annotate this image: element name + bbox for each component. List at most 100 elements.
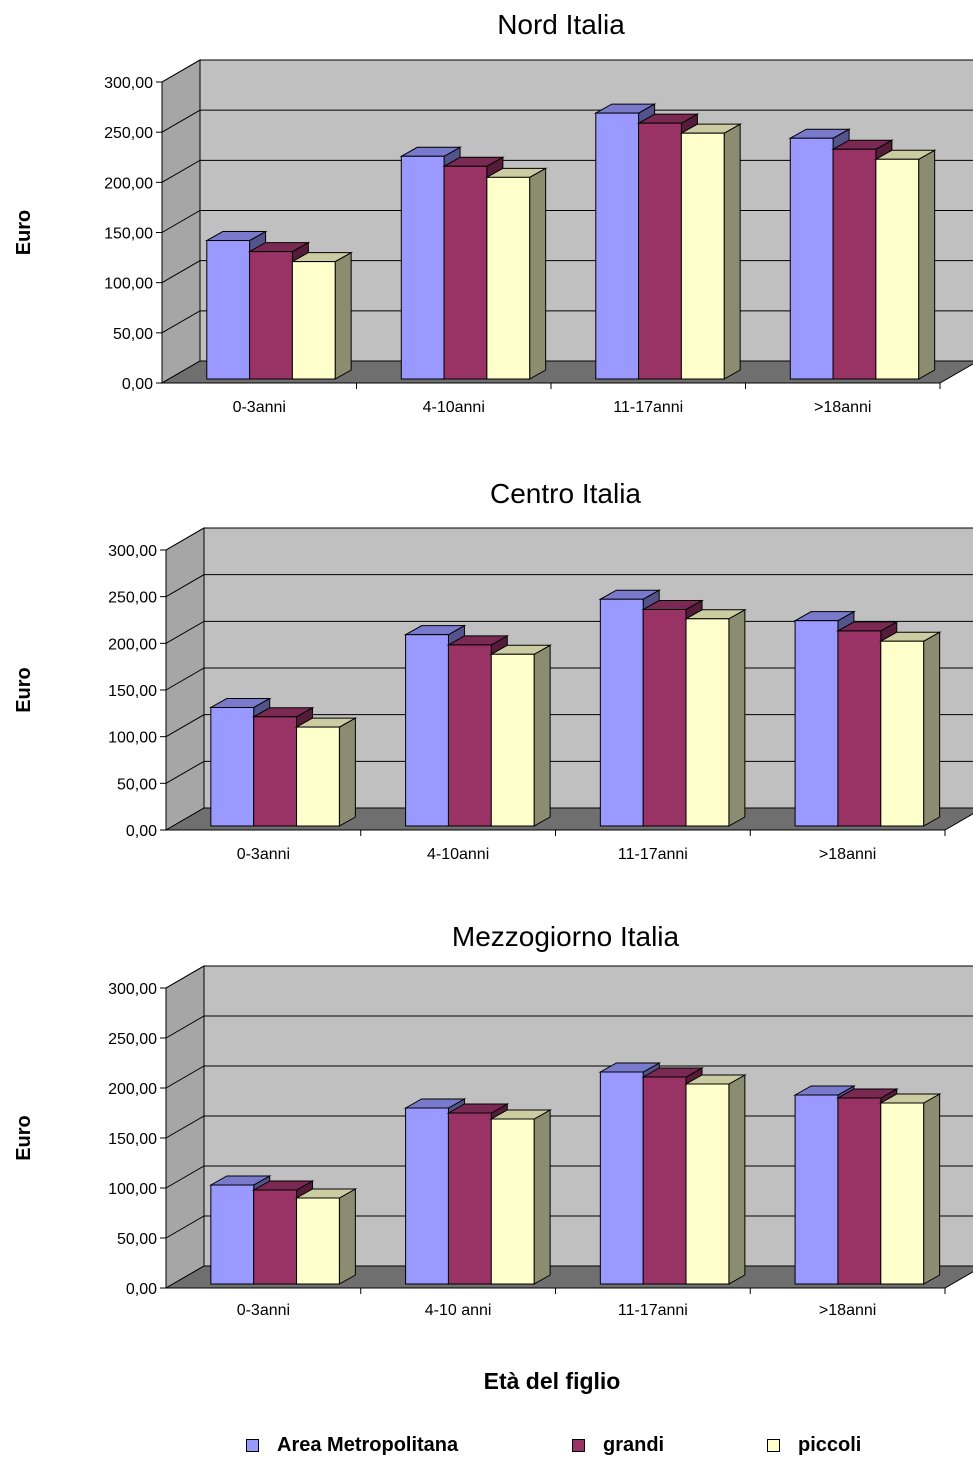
- bar-piccoli-0-3anni: [296, 726, 340, 827]
- y-tick-label: 250,00: [108, 1031, 157, 1048]
- bar-piccoli-11-17anni-side: [723, 123, 741, 380]
- bar-group-0-3anni: [208, 697, 358, 827]
- bar-grandi-4-10-anni: [447, 1112, 492, 1285]
- bar-grandi-0-3anni: [249, 251, 293, 380]
- y-tick-label: 0,00: [126, 823, 157, 840]
- bar-area-metropolitana-4-10anni: [400, 155, 445, 380]
- bar-area-metropolitana-11-17anni: [595, 112, 640, 380]
- bar-grandi-18anni: [832, 148, 877, 380]
- bar-group-0-3anni: [204, 230, 354, 380]
- bar-group-11-17anni: [593, 103, 743, 380]
- bar-piccoli-4-10anni-side: [529, 167, 547, 380]
- gridline: [165, 527, 973, 551]
- bar-grandi-11-17anni: [642, 608, 687, 827]
- bar-grandi-0-3anni: [253, 1189, 298, 1285]
- y-tick-label: 50,00: [113, 326, 153, 343]
- chart-title: Centro Italia: [490, 478, 641, 509]
- x-tick-label: 11-17anni: [613, 399, 683, 416]
- gridline: [161, 59, 973, 83]
- bar-piccoli-18anni: [875, 158, 920, 380]
- x-axis-label: Età del figlio: [484, 1368, 621, 1394]
- x-tick-label: 0-3anni: [237, 846, 290, 863]
- bar-piccoli-4-10-anni-side: [533, 1109, 551, 1285]
- chart-title: Nord Italia: [497, 9, 625, 40]
- bar-piccoli-4-10-anni: [490, 1118, 535, 1285]
- bar-piccoli-18anni: [880, 1102, 925, 1285]
- x-tick-label: 11-17anni: [618, 846, 688, 863]
- gridline: [165, 965, 973, 989]
- bar-group-18anni: [793, 610, 942, 827]
- y-tick-label: 150,00: [108, 683, 157, 700]
- y-tick-label: 0,00: [126, 1281, 157, 1298]
- bar-piccoli-18anni-side: [923, 1093, 941, 1285]
- legend-swatch-piccoli: [767, 1439, 780, 1452]
- bar-group-4-10-anni: [403, 1098, 553, 1285]
- bar-group-18anni: [788, 128, 937, 380]
- y-tick-label: 150,00: [104, 226, 153, 243]
- y-tick-label: 0,00: [122, 376, 153, 393]
- bar-group-0-3anni: [208, 1175, 358, 1285]
- x-tick-label: 0-3anni: [233, 399, 286, 416]
- bar-piccoli-11-17anni: [685, 1083, 730, 1285]
- bar-area-metropolitana-0-3anni: [210, 706, 255, 827]
- bar-group-4-10anni: [403, 624, 553, 827]
- chart-title: Mezzogiorno Italia: [452, 921, 680, 952]
- bar-area-metropolitana-4-10-anni: [405, 1107, 449, 1285]
- legend-item-piccoli: piccoli: [767, 1434, 861, 1457]
- bar-piccoli-18anni-side: [918, 149, 936, 380]
- bar-piccoli-18anni: [880, 640, 925, 827]
- gridline: [165, 1065, 973, 1089]
- y-tick-label: 250,00: [104, 125, 153, 142]
- x-tick-label: 4-10anni: [423, 399, 485, 416]
- chart-mezzogiorno-italia: Mezzogiorno Italia Euro 0,00 50,00 100,00 150…: [13, 921, 973, 1319]
- chart-centro-italia: Centro Italia Euro 0,00 50,00 100,00 150,00 20…: [13, 478, 973, 863]
- y-tick-label: 100,00: [108, 730, 157, 747]
- x-tick-label: 11-17anni: [618, 1302, 688, 1319]
- y-tick-label: 100,00: [104, 276, 153, 293]
- y-tick-label: 200,00: [108, 1081, 157, 1098]
- legend-label: piccoli: [798, 1434, 862, 1456]
- bar-piccoli-4-10anni: [486, 176, 531, 380]
- bar-piccoli-0-3anni-side: [338, 1188, 356, 1285]
- bar-grandi-0-3anni: [253, 716, 298, 827]
- bar-area-metropolitana-18anni: [794, 620, 839, 827]
- bar-piccoli-0-3anni: [296, 1197, 340, 1285]
- y-tick-label: 300,00: [108, 543, 157, 560]
- y-tick-label: 50,00: [117, 1231, 157, 1248]
- legend-label: grandi: [603, 1434, 665, 1456]
- legend-item-area-metropolitana: Area Metropolitana: [246, 1434, 458, 1457]
- legend-item-grandi: grandi: [572, 1434, 664, 1457]
- legend: Area Metropolitana grandi piccoli: [0, 1434, 973, 1460]
- legend-swatch-grandi: [572, 1439, 585, 1452]
- bar-group-4-10anni: [399, 146, 548, 380]
- legend-label: Area Metropolitana: [277, 1434, 459, 1456]
- bar-group-11-17anni: [598, 1062, 747, 1285]
- bar-area-metropolitana-11-17anni: [599, 598, 644, 827]
- bar-group-18anni: [793, 1085, 942, 1285]
- chart-nord-italia: Nord Italia Euro 0,00 50,00 100,00 150,00 200,…: [13, 9, 973, 416]
- x-tick-label: 4-10 anni: [425, 1302, 492, 1319]
- bar-piccoli-11-17anni-side: [728, 608, 746, 827]
- bar-piccoli-0-3anni: [291, 261, 336, 380]
- y-tick-label: 300,00: [108, 981, 157, 998]
- bar-area-metropolitana-0-3anni: [206, 240, 251, 380]
- y-axis-label: Euro: [13, 1115, 35, 1161]
- y-tick-label: 150,00: [108, 1131, 157, 1148]
- gridline: [161, 109, 973, 133]
- bar-grandi-18anni: [837, 1097, 882, 1285]
- x-tick-label: 4-10anni: [427, 846, 489, 863]
- bar-piccoli-11-17anni-side: [728, 1074, 746, 1285]
- gridline: [165, 1015, 973, 1039]
- bar-area-metropolitana-4-10anni: [405, 634, 449, 827]
- legend-swatch-area-metropolitana: [246, 1439, 259, 1452]
- bar-piccoli-18anni-side: [923, 631, 941, 827]
- bar-piccoli-11-17anni: [685, 618, 730, 827]
- bar-piccoli-4-10anni-side: [533, 644, 551, 827]
- bar-area-metropolitana-0-3anni: [210, 1184, 255, 1285]
- y-axis-label: Euro: [13, 667, 35, 713]
- bar-area-metropolitana-18anni: [789, 137, 834, 380]
- bar-group-11-17anni: [598, 589, 747, 827]
- bar-piccoli-0-3anni-side: [338, 717, 356, 827]
- y-tick-label: 200,00: [108, 636, 157, 653]
